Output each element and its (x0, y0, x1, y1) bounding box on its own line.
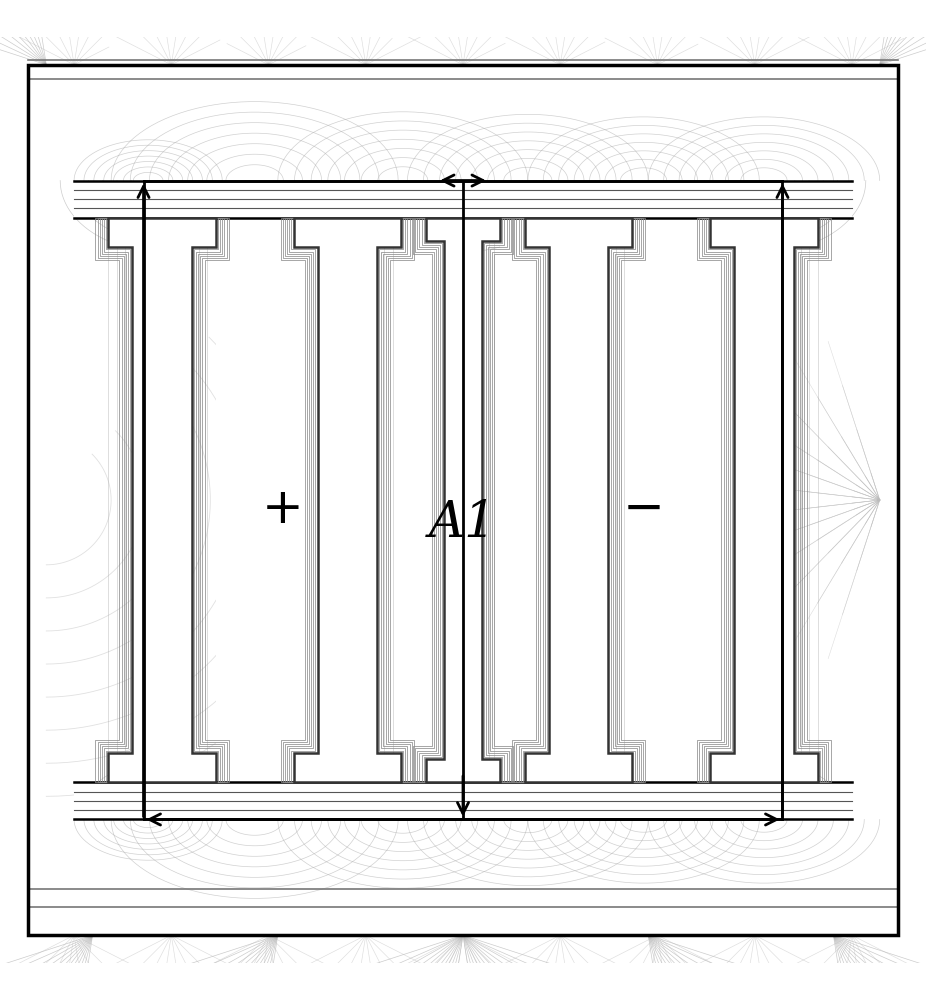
Polygon shape (710, 218, 818, 782)
Polygon shape (426, 218, 500, 782)
Text: +: + (261, 485, 304, 533)
Bar (632, 218, 764, 782)
Text: −: − (622, 485, 665, 533)
Text: A1: A1 (429, 498, 497, 548)
Polygon shape (294, 218, 401, 782)
Bar (74, 782, 852, 819)
Bar (401, 218, 463, 782)
Polygon shape (525, 218, 632, 782)
Polygon shape (108, 218, 216, 782)
Bar (216, 218, 347, 782)
Bar (500, 218, 579, 782)
Bar (74, 181, 852, 218)
